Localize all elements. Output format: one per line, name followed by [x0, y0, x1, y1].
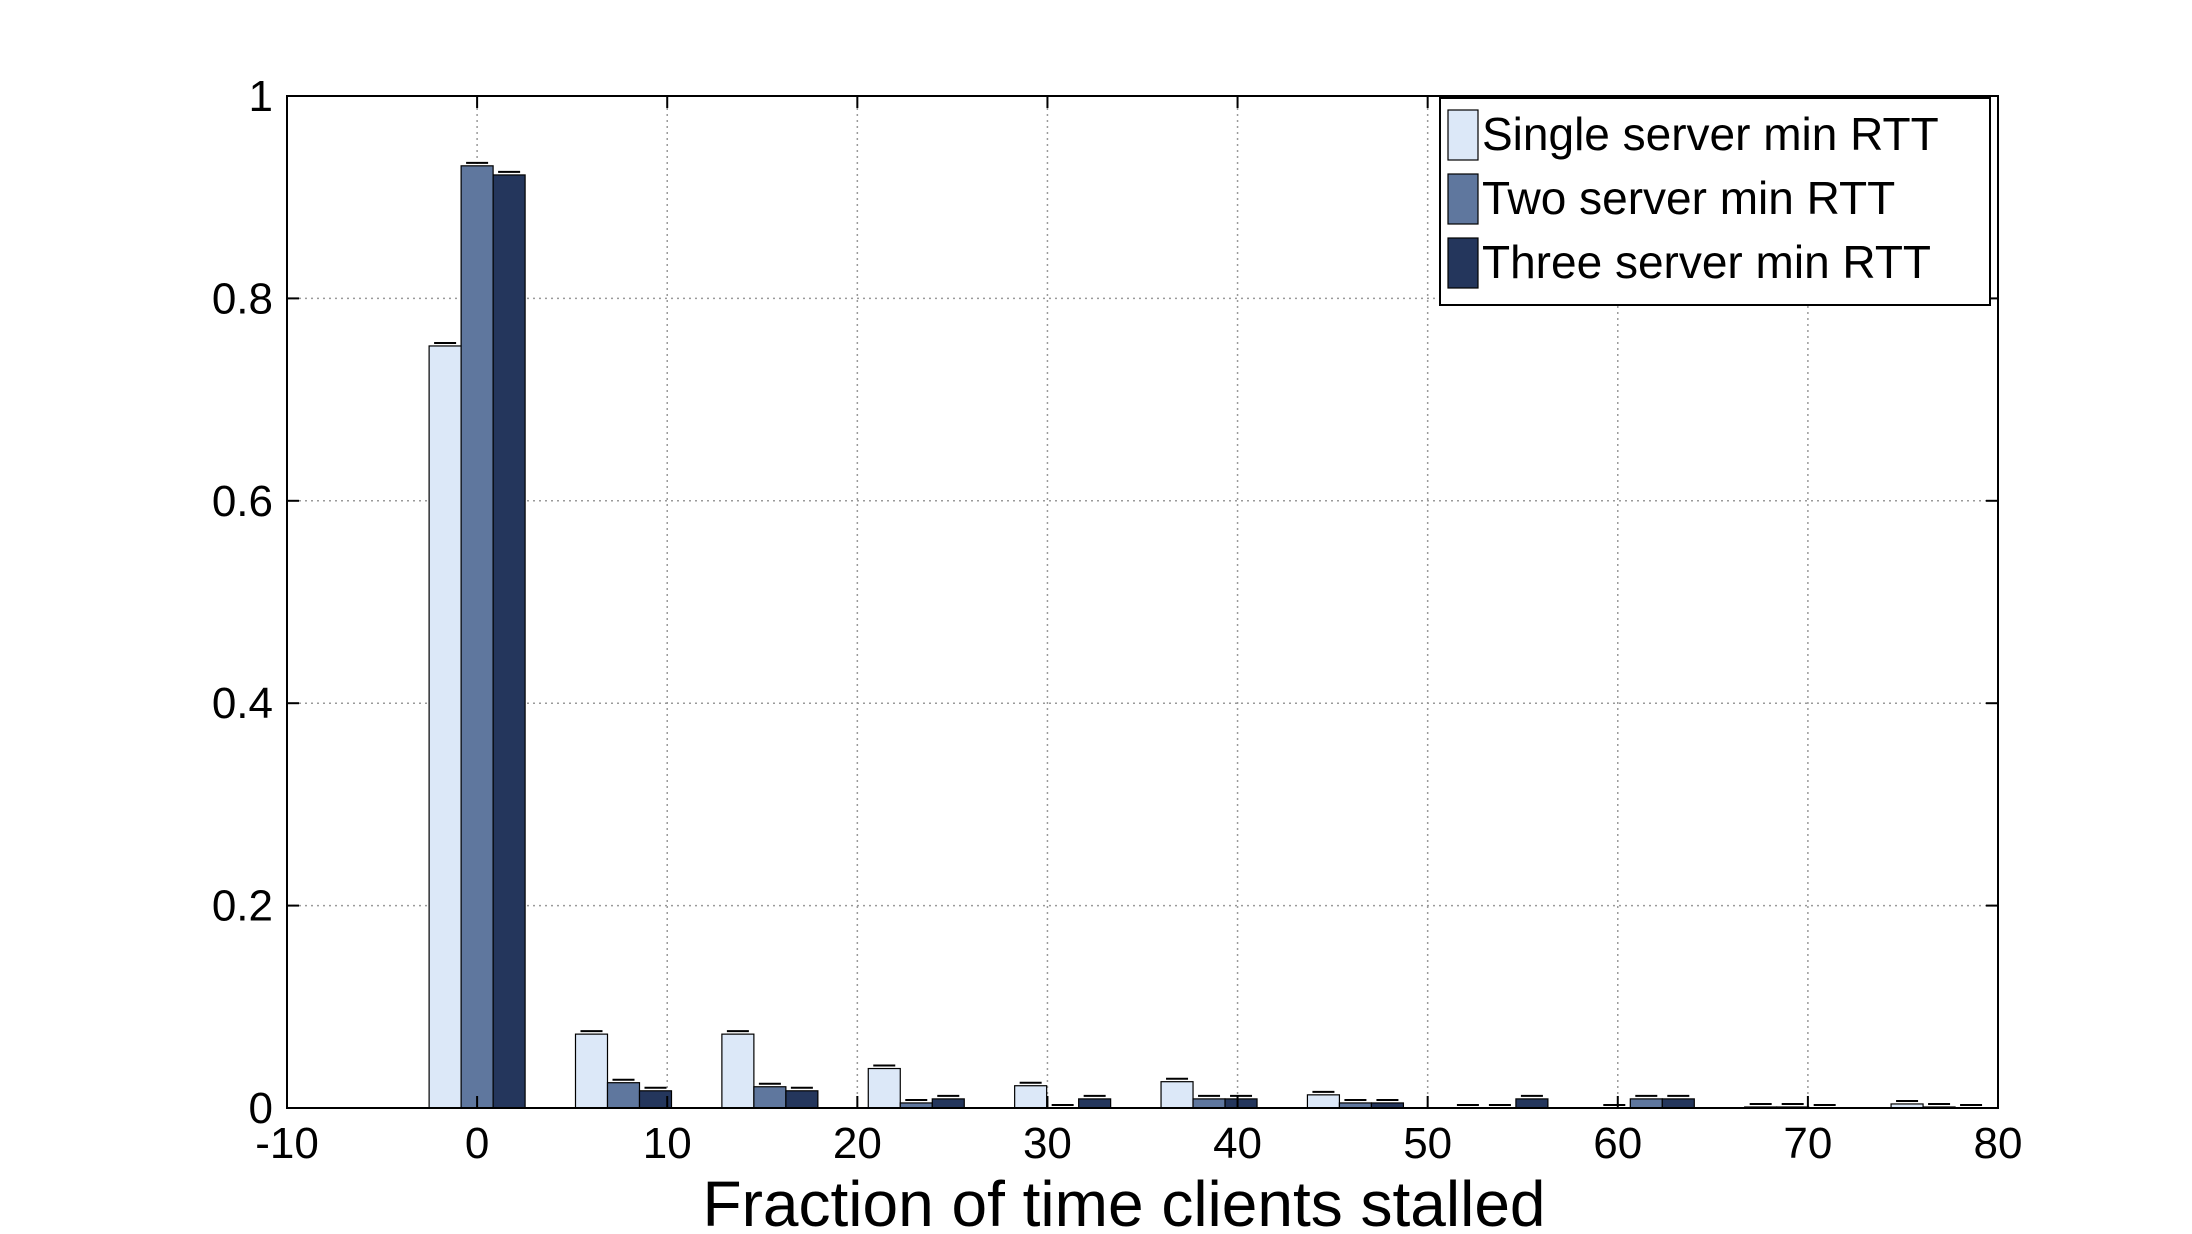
legend: Single server min RTT Two server min RTT T… — [1439, 97, 1991, 306]
bar — [1224, 1098, 1258, 1109]
x-tick-label: 60 — [1593, 1119, 1642, 1168]
y-tick-label: 0.2 — [212, 882, 273, 931]
bar — [1014, 1085, 1048, 1109]
bars-layer — [428, 161, 1983, 1109]
x-tick-label: 10 — [643, 1119, 692, 1168]
legend-label: Two server min RTT — [1482, 172, 1895, 224]
legend-swatch — [1447, 173, 1479, 225]
bar — [492, 174, 526, 1109]
y-tick-label: 0.4 — [212, 679, 273, 728]
bar — [867, 1067, 901, 1109]
x-tick-label: 30 — [1023, 1119, 1072, 1168]
bar — [574, 1033, 609, 1109]
bar — [721, 1033, 755, 1109]
bar — [1160, 1081, 1194, 1109]
x-axis-title: Fraction of time clients stalled — [703, 1168, 1546, 1234]
bar — [1306, 1094, 1341, 1109]
bar — [1078, 1098, 1112, 1109]
x-tick-label: 0 — [465, 1119, 489, 1168]
bar — [753, 1086, 787, 1109]
x-tick-label: 70 — [1783, 1119, 1832, 1168]
bar — [1192, 1098, 1226, 1109]
y-tick-label: 0.6 — [212, 477, 273, 526]
bar — [785, 1090, 819, 1109]
y-tick-label: 1 — [249, 72, 273, 121]
x-tick-label: 80 — [1974, 1119, 2023, 1168]
legend-swatch — [1447, 237, 1479, 289]
bar — [460, 165, 494, 1109]
y-tick-label: 0.8 — [212, 274, 273, 323]
legend-box — [1439, 97, 1991, 306]
x-tick-label: 50 — [1403, 1119, 1452, 1168]
x-tick-label: -10 — [255, 1119, 319, 1168]
bar — [1661, 1098, 1695, 1109]
x-tick-label: 20 — [833, 1119, 882, 1168]
y-tick-label: 0 — [249, 1084, 273, 1133]
bar — [931, 1098, 965, 1109]
bar — [428, 345, 462, 1109]
legend-label: Single server min RTT — [1482, 108, 1939, 160]
legend-label: Three server min RTT — [1482, 236, 1931, 288]
bar — [1515, 1098, 1549, 1109]
bar — [1629, 1098, 1663, 1109]
plot-frame — [286, 95, 1999, 1109]
legend-swatch — [1447, 109, 1479, 161]
x-tick-label: 40 — [1213, 1119, 1262, 1168]
bar — [606, 1082, 641, 1109]
